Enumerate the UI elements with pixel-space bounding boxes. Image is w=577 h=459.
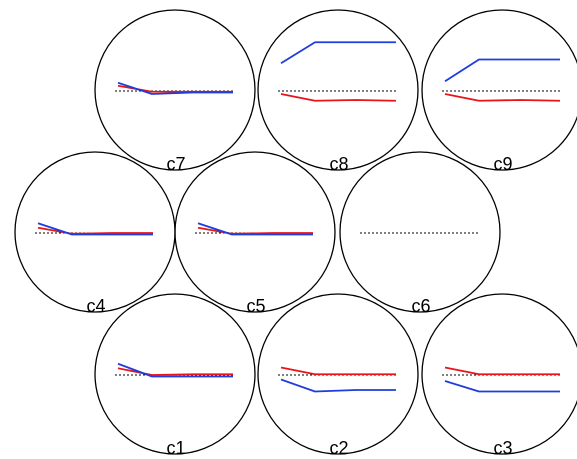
cell-circle xyxy=(421,9,577,171)
cell-circle xyxy=(14,151,176,313)
red-series-line xyxy=(37,226,153,235)
cell-c1: c1 xyxy=(94,293,256,458)
cell-c6: c6 xyxy=(339,151,501,316)
cell-c2: c2 xyxy=(257,293,419,458)
cell-circle xyxy=(421,293,577,455)
red-series-line xyxy=(197,226,313,235)
cell-circle xyxy=(257,9,419,171)
blue-series-line xyxy=(280,378,396,393)
cell-circle xyxy=(94,9,256,171)
cell-label: c6 xyxy=(411,296,430,316)
cell-c9: c9 xyxy=(421,9,577,174)
cell-circle xyxy=(94,293,256,455)
cell-label: c1 xyxy=(166,438,185,458)
blue-series-line xyxy=(37,222,153,236)
red-series-line xyxy=(444,366,560,376)
cell-label: c8 xyxy=(329,154,348,174)
cell-c7: c7 xyxy=(94,9,256,174)
cell-circle xyxy=(174,151,336,313)
blue-series-line xyxy=(197,222,313,236)
cell-circle xyxy=(339,151,501,313)
blue-series-line xyxy=(117,81,233,95)
cell-c3: c3 xyxy=(421,293,577,458)
cell-label: c5 xyxy=(246,296,265,316)
red-series-line xyxy=(280,93,397,102)
blue-series-line xyxy=(280,41,396,65)
cell-label: c9 xyxy=(493,154,512,174)
red-series-line xyxy=(117,367,233,376)
cell-label: c4 xyxy=(86,296,105,316)
cell-circle xyxy=(257,293,419,455)
red-series-line xyxy=(444,93,561,102)
cell-label: c7 xyxy=(166,154,185,174)
red-series-line xyxy=(280,366,396,376)
cell-label: c3 xyxy=(493,438,512,458)
blue-series-line xyxy=(444,58,560,83)
blue-series-line xyxy=(117,362,233,378)
cell-label: c2 xyxy=(329,438,348,458)
cell-c4: c4 xyxy=(14,151,176,316)
cell-c5: c5 xyxy=(174,151,336,316)
blue-series-line xyxy=(444,380,560,393)
cell-c8: c8 xyxy=(257,9,419,174)
